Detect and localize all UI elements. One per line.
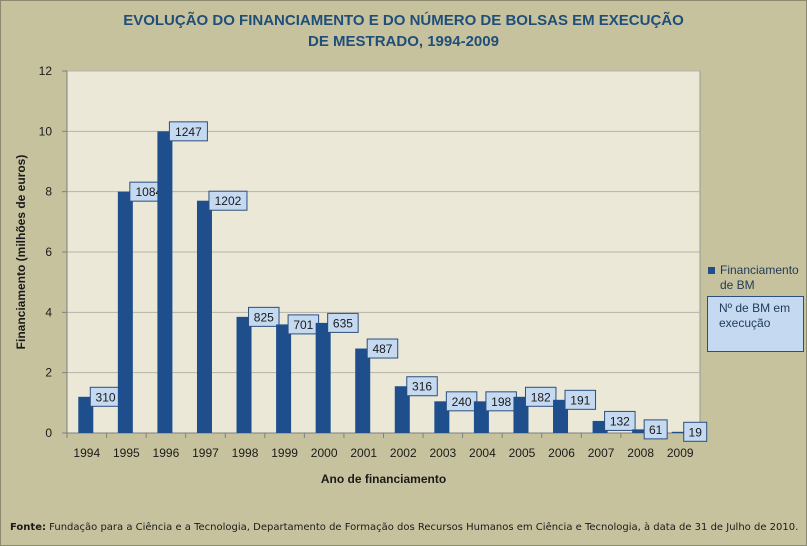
count-label-box	[604, 410, 636, 431]
count-label: 701	[293, 318, 313, 332]
y-axis-title: Financiamento (milhões de euros)	[14, 155, 28, 350]
count-label: 132	[610, 414, 630, 428]
bar-1998	[236, 316, 252, 433]
x-tick-label: 2004	[469, 446, 496, 460]
bar-2007	[592, 420, 608, 433]
bar-2005	[513, 396, 529, 433]
source-text: Fundação para a Ciência e a Tecnologia, …	[45, 522, 799, 533]
bar-2006	[553, 399, 569, 433]
x-tick-label: 2007	[588, 446, 615, 460]
count-label-box	[406, 376, 438, 397]
x-tick-label: 1994	[73, 446, 100, 460]
count-label-box	[643, 419, 668, 440]
chart-title-line1: EVOLUÇÃO DO FINANCIAMENTO E DO NÚMERO DE…	[123, 12, 684, 29]
chart-title-line2: DE MESTRADO, 1994-2009	[308, 33, 499, 50]
count-label: 19	[689, 425, 703, 439]
bar-2003	[434, 401, 450, 433]
legend-swatch	[708, 267, 715, 274]
x-tick-label: 1999	[271, 446, 298, 460]
count-label-box	[327, 312, 359, 333]
count-label: 487	[372, 342, 392, 356]
y-tick-label: 0	[45, 426, 52, 440]
x-tick-label: 2003	[429, 446, 456, 460]
legend-series-label: Financiamento de BM	[720, 263, 799, 292]
x-tick-label: 2006	[548, 446, 575, 460]
bar-2000	[315, 322, 331, 433]
x-tick-label: 2001	[350, 446, 377, 460]
count-label: 198	[491, 395, 511, 409]
count-label-box	[248, 306, 280, 327]
x-tick-label: 2008	[627, 446, 654, 460]
y-tick-label: 4	[45, 305, 52, 319]
count-label-box	[524, 386, 557, 407]
x-tick-label: 2005	[509, 446, 536, 460]
x-tick-label: 1998	[232, 446, 259, 460]
count-label: 240	[452, 395, 472, 409]
bar-2009	[671, 431, 687, 433]
count-label: 1247	[175, 125, 202, 139]
count-label-box	[168, 121, 208, 142]
count-label: 182	[531, 390, 551, 404]
count-label: 310	[96, 390, 116, 404]
legend-series: Financiamento de BM	[708, 263, 803, 293]
x-tick-label: 2002	[390, 446, 417, 460]
count-label: 825	[254, 310, 274, 324]
chart-title: EVOLUÇÃO DO FINANCIAMENTO E DO NÚMERO DE…	[0, 10, 807, 52]
y-tick-label: 2	[45, 366, 52, 380]
count-label: 1084	[135, 185, 162, 199]
count-label-box	[366, 338, 399, 359]
bar-1996	[157, 131, 173, 434]
x-tick-label: 1997	[192, 446, 219, 460]
bar-2004	[473, 401, 489, 433]
x-axis-title: Ano de financiamento	[321, 472, 446, 486]
count-label: 316	[412, 380, 432, 394]
bar-1997	[196, 200, 212, 433]
source-footnote: Fonte: Fundação para a Ciência e a Tecno…	[10, 522, 798, 533]
count-label: 191	[570, 393, 590, 407]
count-label-box	[564, 389, 597, 410]
x-tick-label: 1995	[113, 446, 140, 460]
x-tick-label: 2000	[311, 446, 338, 460]
x-tick-label: 2009	[667, 446, 694, 460]
count-label-box	[683, 421, 708, 442]
y-tick-label: 10	[39, 124, 53, 138]
bar-1995	[117, 191, 133, 433]
x-tick-label: 1996	[153, 446, 180, 460]
bar-2001	[355, 348, 371, 433]
y-tick-label: 12	[39, 64, 53, 78]
legend-count-box: Nº de BM em execução	[707, 296, 804, 352]
bar-2002	[394, 386, 410, 433]
count-label: 1202	[215, 194, 242, 208]
y-tick-label: 8	[45, 185, 52, 199]
legend-count-label: Nº de BM em execução	[719, 301, 791, 330]
bar-1999	[276, 324, 292, 433]
y-tick-label: 6	[45, 245, 52, 259]
count-label: 635	[333, 316, 353, 330]
source-prefix: Fonte:	[10, 522, 46, 533]
count-label: 61	[649, 423, 663, 437]
bar-1994	[78, 396, 94, 433]
count-label-box	[208, 190, 248, 211]
bar-2008	[632, 429, 648, 433]
